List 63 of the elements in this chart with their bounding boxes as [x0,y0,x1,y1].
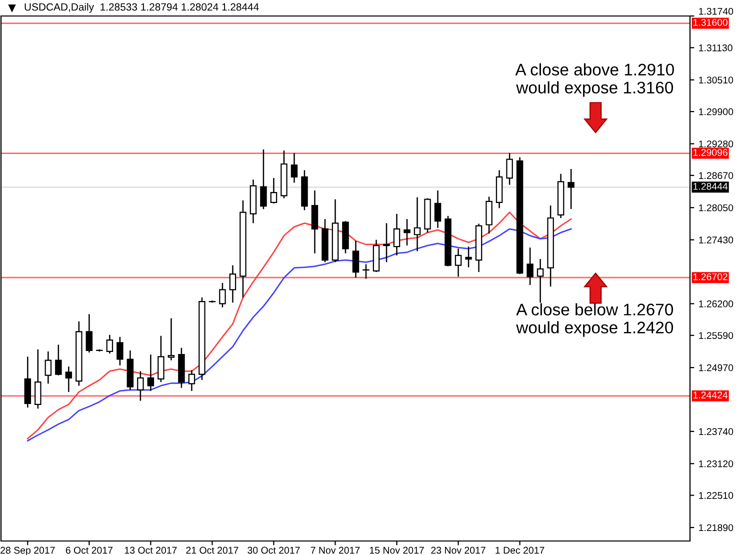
x-tick-label: 21 Oct 2017 [186,546,238,554]
candlestick [536,258,544,304]
y-tick-label: 1.26200 [699,300,734,308]
x-tick-label: 15 Nov 2017 [370,546,424,554]
y-tick-label: 1.30510 [699,76,734,84]
candlestick [311,190,318,254]
candlestick [147,354,154,392]
y-tick-label: 1.21890 [699,524,734,532]
ref-line-label: 1.28444 [693,182,728,190]
y-tick-label: 1.24970 [699,364,734,372]
candlestick [137,370,144,402]
candlestick [270,177,278,204]
candlestick [393,213,400,256]
candlestick [568,168,574,210]
chart-title: USDCAD,Daily 1.28533 1.28794 1.28024 1.28444 [24,3,259,13]
candlestick [404,218,410,246]
x-tick-label: 7 Nov 2017 [310,546,360,554]
y-tick-label: 1.28050 [699,204,734,212]
candlestick [229,264,236,304]
candlestick [526,246,534,286]
y-tick-label: 1.29280 [699,140,734,148]
y-tick-label: 1.25590 [699,332,734,339]
candlestick [219,282,226,308]
candlestick [290,152,298,184]
candlestick [65,366,72,393]
y-tick-label: 1.23740 [699,428,734,436]
candlestick [362,264,370,280]
y-tick-label: 1.23120 [699,460,734,468]
annotation: A close below 1.2670 would expose 1.2420 [516,303,674,337]
candlestick [168,318,175,361]
x-tick-label: 23 Nov 2017 [431,546,486,554]
x-tick-label: 6 Oct 2017 [66,546,112,554]
y-tick-label: 1.28670 [699,172,734,180]
candlestick [188,370,196,392]
candlestick [55,344,62,376]
candlestick [106,334,114,354]
y-tick-label: 1.27430 [699,236,734,244]
candlestick [506,152,513,186]
candlestick [116,336,124,366]
y-tick-label: 1.22510 [699,492,734,499]
y-tick-label: 1.31740 [699,8,734,15]
ref-line-label: 1.26702 [693,273,728,280]
candlestick [414,196,421,252]
candlestick [454,248,462,278]
x-tick-label: 13 Oct 2017 [124,546,177,554]
y-tick-label: 1.29900 [699,108,734,116]
candlestick [86,313,93,354]
annotation: A close above 1.2910 would expose 1.3160 [515,63,674,97]
ref-line-label: 1.24424 [693,392,728,398]
candlestick [352,240,360,278]
candlestick [260,148,267,210]
ref-line-label: 1.31600 [693,18,728,26]
candlestick [34,348,42,410]
candlestick [383,222,390,263]
candlestick [434,190,442,228]
candlestick [486,196,492,234]
x-tick-label: 30 Oct 2017 [248,546,300,554]
candlestick [44,350,52,384]
x-tick-label: 1 Dec 2017 [496,546,544,554]
candlestick [465,246,472,268]
candlestick [158,335,164,383]
y-tick-label: 1.31130 [699,44,732,52]
ref-line-label: 1.29096 [693,149,728,156]
